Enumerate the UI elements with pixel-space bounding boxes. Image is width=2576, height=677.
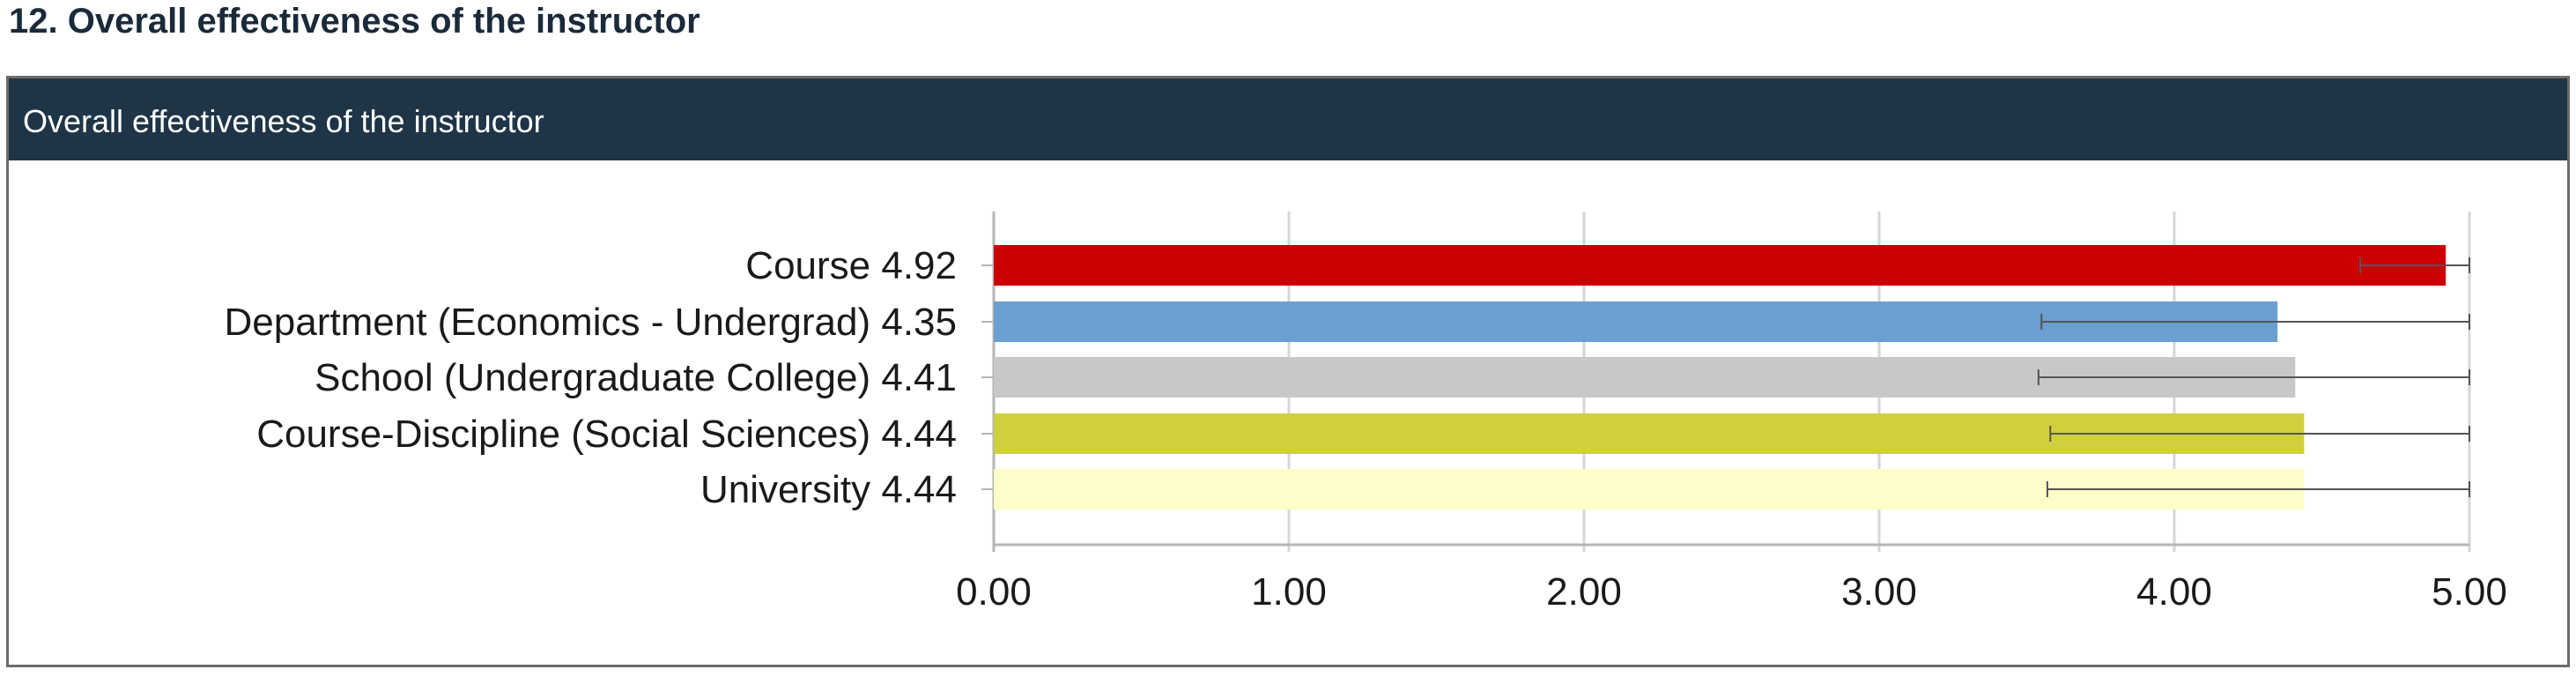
- category-label: School (Undergraduate College) 4.41: [315, 356, 957, 399]
- category-label: Course 4.92: [745, 244, 957, 287]
- panel-header: Overall effectiveness of the instructor: [9, 78, 2567, 160]
- x-tick-label: 5.00: [2432, 570, 2507, 614]
- panel-title: Overall effectiveness of the instructor: [23, 103, 544, 139]
- category-label: University 4.44: [700, 468, 957, 511]
- category-label: Course-Discipline (Social Sciences) 4.44: [256, 413, 957, 456]
- category-label: Department (Economics - Undergrad) 4.35: [225, 301, 957, 344]
- section-title: 12. Overall effectiveness of the instruc…: [9, 2, 700, 41]
- x-tick-label: 2.00: [1546, 570, 1622, 614]
- x-tick-label: 3.00: [1841, 570, 1917, 614]
- x-tick-label: 0.00: [956, 570, 1032, 614]
- x-tick-label: 1.00: [1251, 570, 1327, 614]
- x-tick-label: 4.00: [2136, 570, 2212, 614]
- bar: [994, 245, 2446, 286]
